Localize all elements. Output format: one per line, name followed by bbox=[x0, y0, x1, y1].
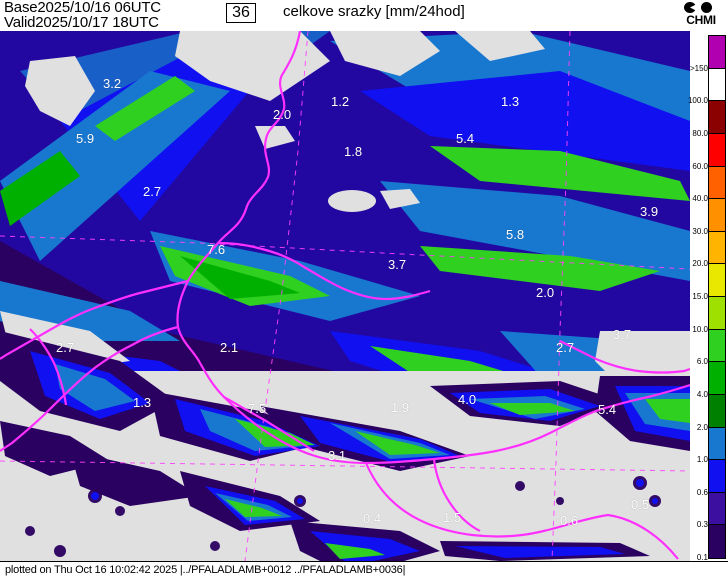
legend-band bbox=[709, 36, 725, 69]
precip-value-label: 7.5 bbox=[248, 401, 267, 416]
precip-value-label: 3.7 bbox=[613, 327, 632, 342]
precip-value-label: 2.1 bbox=[220, 340, 239, 355]
dot-icon bbox=[701, 2, 712, 13]
precip-value-label: 3.9 bbox=[640, 204, 659, 219]
legend-band bbox=[709, 492, 725, 526]
legend-band bbox=[709, 68, 725, 102]
legend-tick-label: 20.0 bbox=[692, 259, 708, 269]
valid-line: Valid2025/10/17 18UTC bbox=[4, 15, 161, 30]
legend-tick-label: 40.0 bbox=[692, 194, 708, 204]
precip-value-label: 5.4 bbox=[456, 131, 475, 146]
precip-value-label: 1.2 bbox=[331, 94, 350, 109]
page-title: celkove srazky [mm/24hod] bbox=[283, 3, 465, 20]
legend-band bbox=[709, 525, 725, 558]
legend-band bbox=[709, 101, 725, 134]
precip-value-label: 5.4 bbox=[598, 402, 617, 417]
precip-value-label: 3.7 bbox=[388, 257, 407, 272]
legend-tick-label: 0.6 bbox=[696, 487, 708, 497]
legend-tick-label: 30.0 bbox=[692, 226, 708, 236]
precip-value-label: 0.6 bbox=[560, 513, 579, 528]
precip-value-label: 2.0 bbox=[273, 107, 292, 122]
precip-value-label: 4.0 bbox=[458, 392, 477, 407]
precip-value-label: 2.0 bbox=[536, 285, 555, 300]
legend-tick-label: 0.1 bbox=[696, 553, 708, 562]
pacman-icon bbox=[684, 2, 696, 13]
precip-value-label: 3.2 bbox=[103, 76, 122, 91]
footer: plotted on Thu Oct 16 10:02:42 2025 |../… bbox=[0, 561, 728, 578]
legend-band bbox=[709, 329, 725, 363]
precip-value-label: 1.9 bbox=[391, 400, 410, 415]
legend-tick-label: 100.0 bbox=[687, 96, 708, 106]
forecast-hour-box: 36 bbox=[226, 3, 256, 23]
precip-value-label: 1.3 bbox=[501, 94, 520, 109]
legend-band bbox=[709, 166, 725, 200]
legend-band bbox=[709, 231, 725, 265]
legend-tick-label: 0.3 bbox=[696, 520, 708, 530]
base-value: 2025/10/16 06UTC bbox=[37, 0, 161, 16]
footer-text: plotted on Thu Oct 16 10:02:42 2025 |../… bbox=[5, 564, 406, 576]
precip-value-label: 5.9 bbox=[76, 131, 95, 146]
legend-tick-label: 10.0 bbox=[692, 324, 708, 334]
precip-value-label: 2.7 bbox=[143, 184, 162, 199]
legend-tick-label: 80.0 bbox=[692, 128, 708, 138]
legend-tick-label: 4.0 bbox=[696, 389, 708, 399]
legend-tick-label: 2.0 bbox=[696, 422, 708, 432]
legend-band bbox=[709, 297, 725, 330]
valid-label: Valid bbox=[4, 14, 36, 31]
country-borders bbox=[0, 31, 690, 561]
precip-value-label: 1.8 bbox=[344, 144, 363, 159]
header: Base2025/10/16 06UTC Valid2025/10/17 18U… bbox=[0, 0, 728, 31]
precip-value-label: 1.5 bbox=[443, 510, 462, 525]
precip-value-label: 7.6 bbox=[207, 242, 226, 257]
precip-value-label: 2.7 bbox=[556, 340, 575, 355]
base-line: Base2025/10/16 06UTC bbox=[4, 0, 161, 15]
legend-band bbox=[709, 362, 725, 395]
legend-band bbox=[709, 427, 725, 461]
legend-band bbox=[709, 394, 725, 428]
precip-value-label: 2.7 bbox=[56, 340, 75, 355]
legend-ticks: >150 100.0 80.0 60.0 40.0 30.0 20.0 15.0 10.0 6.0… bbox=[687, 31, 708, 562]
precip-value-label: 1.3 bbox=[133, 395, 152, 410]
legend-band bbox=[709, 133, 725, 167]
legend-tick-label: 1.0 bbox=[696, 455, 708, 465]
valid-value: 2025/10/17 18UTC bbox=[35, 14, 159, 31]
logo-marks bbox=[680, 1, 722, 14]
legend-band bbox=[709, 199, 725, 232]
legend-band bbox=[709, 264, 725, 297]
legend-tick-label: 60.0 bbox=[692, 161, 708, 171]
run-info: Base2025/10/16 06UTC Valid2025/10/17 18U… bbox=[4, 0, 161, 30]
legend-tick-label: >150 bbox=[689, 63, 708, 73]
base-label: Base bbox=[4, 0, 38, 16]
map-canvas[interactable]: 3.2 5.9 2.7 2.0 1.2 1.8 1.3 5.4 3.9 5.8 7.6 3.7 2.0 2… bbox=[0, 31, 690, 561]
legend-band bbox=[709, 460, 725, 493]
legend-tick-label: 6.0 bbox=[696, 357, 708, 367]
legend-colourbar bbox=[708, 35, 726, 559]
chmi-logo: CHMI bbox=[680, 1, 722, 29]
logo-text: CHMI bbox=[686, 13, 716, 27]
precip-value-label: 3.1 bbox=[328, 448, 347, 463]
legend-tick-label: 15.0 bbox=[692, 292, 708, 301]
precip-value-label: 5.8 bbox=[506, 227, 525, 242]
precip-value-label: 0.5 bbox=[631, 497, 650, 512]
colour-legend: >150 100.0 80.0 60.0 40.0 30.0 20.0 15.0 10.0 6.0… bbox=[687, 31, 728, 562]
precip-value-label: 0.4 bbox=[363, 511, 382, 526]
